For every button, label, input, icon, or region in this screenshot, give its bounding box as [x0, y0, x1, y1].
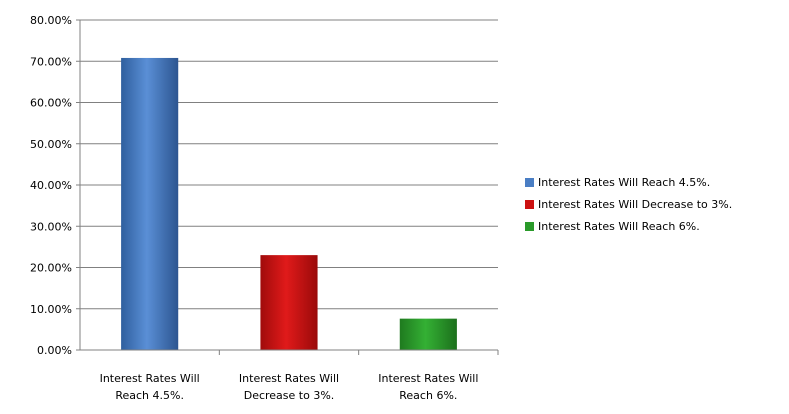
bar-2 [399, 318, 457, 350]
y-tick-label: 10.00% [30, 303, 72, 316]
legend-swatch-red [525, 199, 534, 209]
legend-item-decrease-3: Interest Rates Will Decrease to 3%. [525, 194, 732, 214]
legend-label: Interest Rates Will Decrease to 3%. [538, 197, 733, 211]
axes [76, 19, 499, 355]
x-tick-label-line2: Decrease to 3%. [244, 389, 335, 402]
x-tick-label-line2: Reach 4.5%. [115, 389, 184, 402]
x-tick-label-line1: Interest Rates Will [378, 372, 478, 385]
legend-swatch-blue [525, 177, 534, 187]
legend-label: Interest Rates Will Reach 4.5%. [538, 175, 711, 189]
y-tick-label: 0.00% [37, 344, 72, 357]
y-tick-label: 80.00% [30, 14, 72, 27]
tick-labels: 0.00% 10.00% 20.00% 30.00% 40.00% 50.00% 60.00… [30, 14, 478, 402]
y-tick-label: 30.00% [30, 220, 72, 233]
legend-label: Interest Rates Will Reach 6%. [538, 219, 700, 233]
x-tick-label-line2: Reach 6%. [399, 389, 457, 402]
y-tick-label: 20.00% [30, 262, 72, 275]
x-tick-label-line1: Interest Rates Will [100, 372, 200, 385]
bars [121, 57, 457, 350]
legend-swatch-green [525, 221, 534, 231]
legend-item-reach-4-5: Interest Rates Will Reach 4.5%. [525, 172, 732, 192]
bar-1 [260, 255, 318, 350]
y-tick-label: 50.00% [30, 138, 72, 151]
y-tick-label: 60.00% [30, 97, 72, 110]
y-tick-label: 70.00% [30, 55, 72, 68]
bar-0 [121, 57, 179, 350]
legend-item-reach-6: Interest Rates Will Reach 6%. [525, 216, 732, 236]
legend: Interest Rates Will Reach 4.5%. Interest… [525, 172, 732, 238]
y-tick-label: 40.00% [30, 179, 72, 192]
x-tick-label-line1: Interest Rates Will [239, 372, 339, 385]
